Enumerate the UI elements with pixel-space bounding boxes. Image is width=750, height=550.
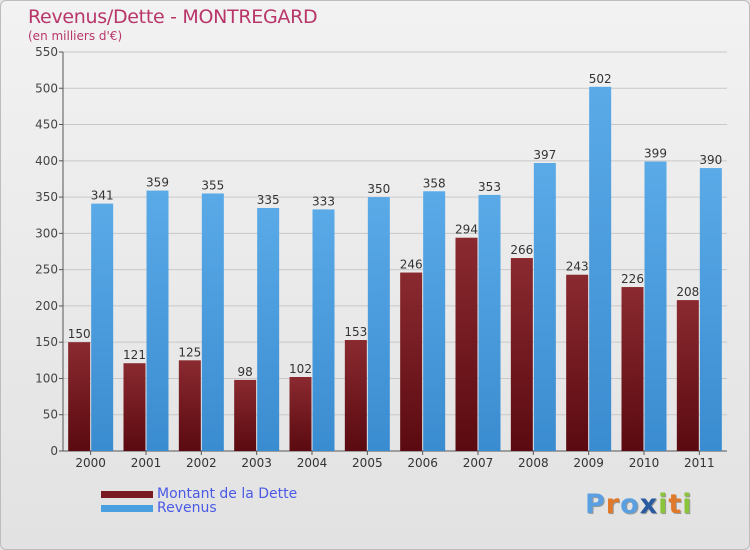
bar-dette [510,258,533,451]
legend-label-dette: Montant de la Dette [157,486,298,502]
logo-letter: P [585,489,606,520]
data-label-dette: 266 [510,243,533,257]
x-tick-label: 2008 [518,456,549,470]
data-label-revenus: 335 [257,193,280,207]
bar-revenus [533,162,556,451]
y-tick-label: 250 [35,263,58,277]
data-label-dette: 208 [676,285,699,299]
x-tick-label: 2011 [684,456,715,470]
x-tick-label: 2004 [297,456,328,470]
legend-item-revenus: Revenus [101,501,297,515]
bar-dette [455,237,478,451]
x-tick-label: 2009 [573,456,604,470]
data-label-revenus: 355 [201,178,224,192]
data-label-revenus: 353 [478,180,501,194]
y-tick-label: 50 [43,408,58,422]
bar-revenus [589,86,612,452]
x-tick-label: 2002 [186,456,217,470]
data-label-dette: 243 [566,260,589,274]
x-tick-label: 2006 [407,456,438,470]
bar-dette [676,300,699,451]
y-tick-label: 400 [35,154,58,168]
y-tick-label: 200 [35,299,58,313]
y-tick-label: 100 [35,371,58,385]
legend-item-dette: Montant de la Dette [101,487,297,501]
data-label-revenus: 350 [367,182,390,196]
proxiti-logo: Proxiti [585,489,693,520]
x-tick-label: 2001 [131,456,162,470]
bar-dette [344,340,367,451]
y-tick-label: 450 [35,118,58,132]
bar-revenus [367,197,390,451]
x-tick-label: 2005 [352,456,383,470]
bar-revenus [478,194,501,451]
logo-letter: r [605,489,621,520]
legend-swatch-dette [101,490,153,498]
bar-revenus [201,193,224,452]
bar-dette [289,377,312,451]
y-tick-label: 150 [35,335,58,349]
logo-letter: i [658,489,669,520]
y-tick-label: 500 [35,81,58,95]
x-tick-label: 2010 [629,456,660,470]
data-label-dette: 226 [621,272,644,286]
data-label-dette: 125 [178,345,201,359]
chart-title: Revenus/Dette - MONTREGARD [28,6,318,28]
data-label-dette: 246 [400,258,423,272]
data-label-dette: 98 [238,365,253,379]
bar-revenus [699,168,722,451]
bar-revenus [423,191,446,451]
logo-letter: t [668,489,683,520]
data-label-dette: 153 [344,325,367,339]
chart-subtitle: (en milliers d'€) [28,29,123,43]
x-tick-label: 2003 [241,456,272,470]
data-label-dette: 121 [123,348,146,362]
data-label-dette: 102 [289,362,312,376]
logo-letter: o [620,489,640,520]
data-label-revenus: 390 [699,153,722,167]
x-tick-label: 2007 [463,456,494,470]
data-label-revenus: 399 [644,147,667,161]
logo-letter: x [639,489,659,520]
data-label-dette: 294 [455,223,478,237]
legend: Montant de la Dette Revenus [101,487,297,515]
legend-label-revenus: Revenus [157,500,217,516]
data-label-revenus: 358 [423,176,446,190]
y-tick-label: 550 [35,45,58,59]
bar-dette [234,379,257,451]
data-label-revenus: 341 [91,189,114,203]
data-label-revenus: 359 [146,176,169,190]
data-label-revenus: 502 [589,72,612,86]
y-tick-label: 0 [50,444,58,458]
bar-revenus [146,190,169,451]
bar-dette [621,287,644,451]
bar-dette [400,272,423,451]
data-label-dette: 150 [68,327,91,341]
bar-dette [178,360,201,451]
y-tick-label: 300 [35,226,58,240]
bar-revenus [257,207,280,451]
logo-letter: i [682,489,693,520]
bar-revenus [644,161,667,451]
bar-dette [68,342,91,451]
bar-revenus [91,203,114,451]
data-label-revenus: 333 [312,194,335,208]
bar-dette [566,274,589,451]
bar-dette [123,363,146,451]
x-tick-label: 2000 [75,456,106,470]
legend-swatch-revenus [101,504,153,512]
y-tick-label: 350 [35,190,58,204]
bar-revenus [312,209,335,451]
data-label-revenus: 397 [533,148,556,162]
